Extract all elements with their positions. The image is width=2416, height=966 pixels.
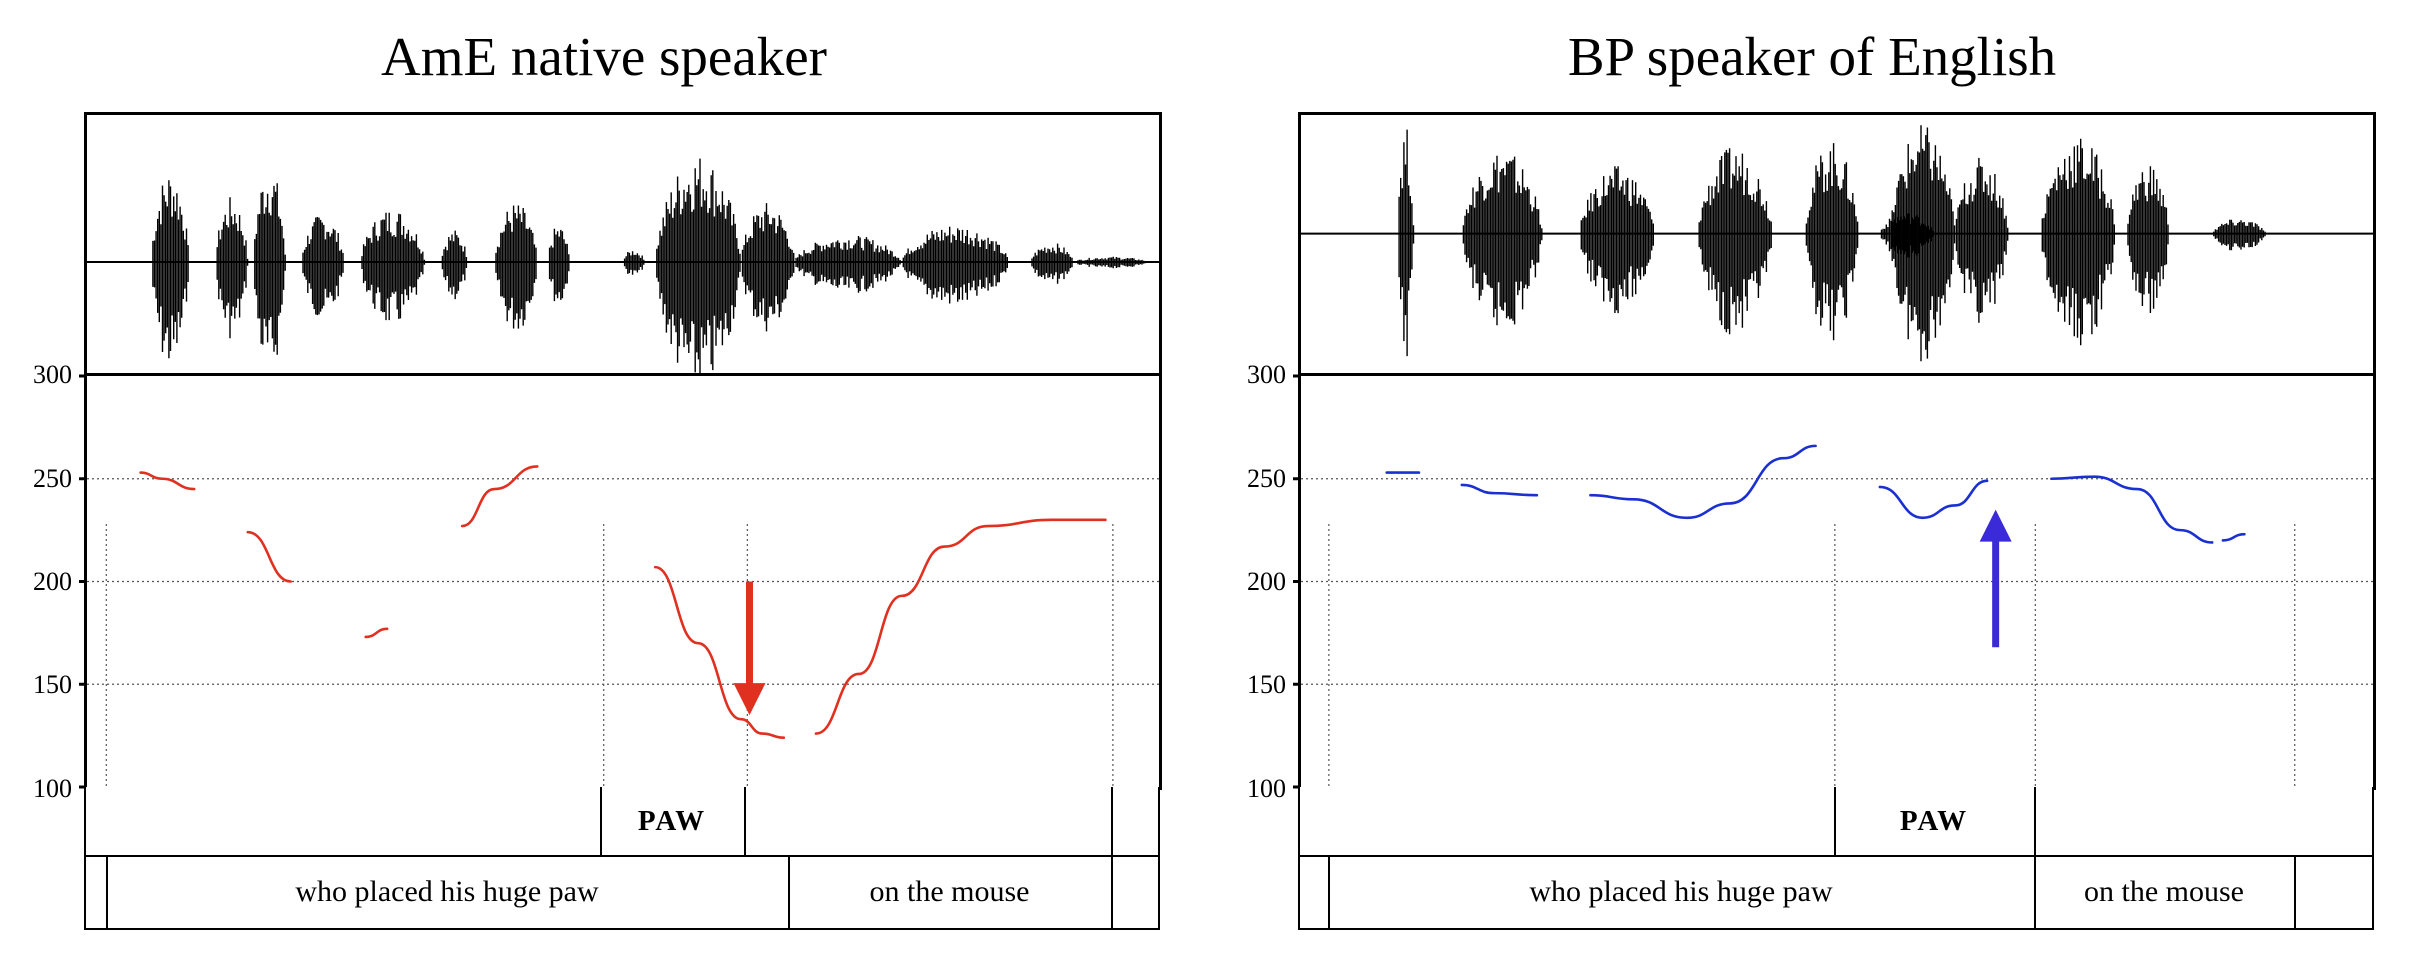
pitch-contour-4 [2050, 475, 2214, 544]
word-label-paw: PAW [1899, 805, 1969, 837]
word-tier: PAW [1298, 787, 2374, 857]
waveform-burst [1805, 143, 1859, 341]
tier-boundary [744, 787, 746, 855]
waveform-burst [1031, 243, 1073, 284]
tier-boundary [106, 857, 108, 928]
waveform-burst [795, 236, 901, 293]
waveform-burst [656, 158, 741, 373]
pitch-plot [79, 373, 1162, 790]
phrase-tier: who placed his huge paw on the mouse [1298, 855, 2374, 930]
tier-boundary [788, 857, 790, 928]
pitch-contour-1 [1460, 483, 1539, 497]
pitch-contour-2 [1589, 444, 1817, 520]
waveform-burst [623, 251, 645, 275]
chart-title: BP speaker of English [1567, 26, 2057, 87]
waveform-burst [2213, 219, 2266, 251]
y-tick-label: 150 [1247, 670, 1286, 699]
phrase-label: on the mouse [2084, 875, 2244, 908]
pitch-contour-0 [139, 471, 196, 491]
waveform-display [84, 112, 1162, 376]
waveform-burst [302, 217, 344, 316]
pitch-contour-4 [653, 565, 786, 739]
pitch-contour-5 [2221, 532, 2246, 542]
waveform-burst [741, 203, 795, 332]
waveform-display [1298, 112, 2376, 376]
pitch-plot [1293, 373, 2376, 790]
y-tick-label: 250 [33, 464, 72, 493]
waveform-burst [152, 180, 189, 359]
waveform-burst [216, 197, 249, 339]
y-tick-label: 300 [33, 360, 72, 389]
waveform-burst [1580, 166, 1654, 314]
tier-boundary [1834, 787, 1836, 855]
waveform-burst [902, 226, 1008, 304]
waveform-burst [2127, 166, 2169, 313]
y-tick-label: 150 [33, 670, 72, 699]
y-tick-label: 100 [33, 774, 72, 803]
waveform-burst [254, 183, 286, 355]
waveform-burst [548, 228, 570, 302]
tier-boundary [600, 787, 602, 855]
waveform-burst [1462, 155, 1543, 326]
waveform-burst [495, 205, 537, 329]
waveform-burst [441, 230, 468, 300]
arrow-up-icon [1979, 509, 2012, 542]
phrase-label: on the mouse [869, 875, 1030, 908]
word-tier: PAW [84, 787, 1160, 857]
y-tick-label: 250 [1247, 464, 1286, 493]
pitch-contour-1 [246, 530, 292, 583]
tier-boundary [1111, 787, 1113, 855]
waveform-burst [1891, 125, 1956, 362]
y-tick-label: 100 [1247, 774, 1286, 803]
word-label-paw: PAW [637, 805, 707, 837]
pitch-contour-2 [364, 627, 389, 639]
chart-title: AmE native speaker [381, 26, 827, 87]
phrase-tier: who placed his huge paw on the mouse [84, 855, 1160, 930]
phrase-label: who placed his huge paw [1529, 875, 1833, 908]
waveform-burst [2041, 138, 2115, 346]
arrow-down-icon [733, 683, 766, 716]
tier-boundary [1111, 857, 1113, 928]
y-tick-label: 200 [33, 567, 72, 596]
tier-boundary [2034, 787, 2036, 855]
phrase-label: who placed his huge paw [295, 875, 599, 908]
y-tick-label: 200 [1247, 567, 1286, 596]
pitch-contour-3 [1878, 479, 1989, 520]
panel-bp: BP speaker of English 300 250 200 150 10… [1208, 0, 2416, 966]
waveform-burst [361, 212, 426, 321]
pitch-contour-5 [814, 518, 1107, 735]
waveform-burst [1074, 256, 1148, 269]
waveform-burst [1698, 148, 1772, 335]
waveform-burst [1955, 157, 2009, 323]
tier-boundary [1328, 857, 1330, 928]
panel-ame: AmE native speaker 300 250 200 150 100 P… [33, 26, 1162, 930]
y-tick-label: 300 [1247, 360, 1286, 389]
waveform-burst [1398, 129, 1415, 357]
tier-boundary [2294, 857, 2296, 928]
tier-boundary [2034, 857, 2036, 928]
pitch-contour-3 [460, 465, 539, 528]
